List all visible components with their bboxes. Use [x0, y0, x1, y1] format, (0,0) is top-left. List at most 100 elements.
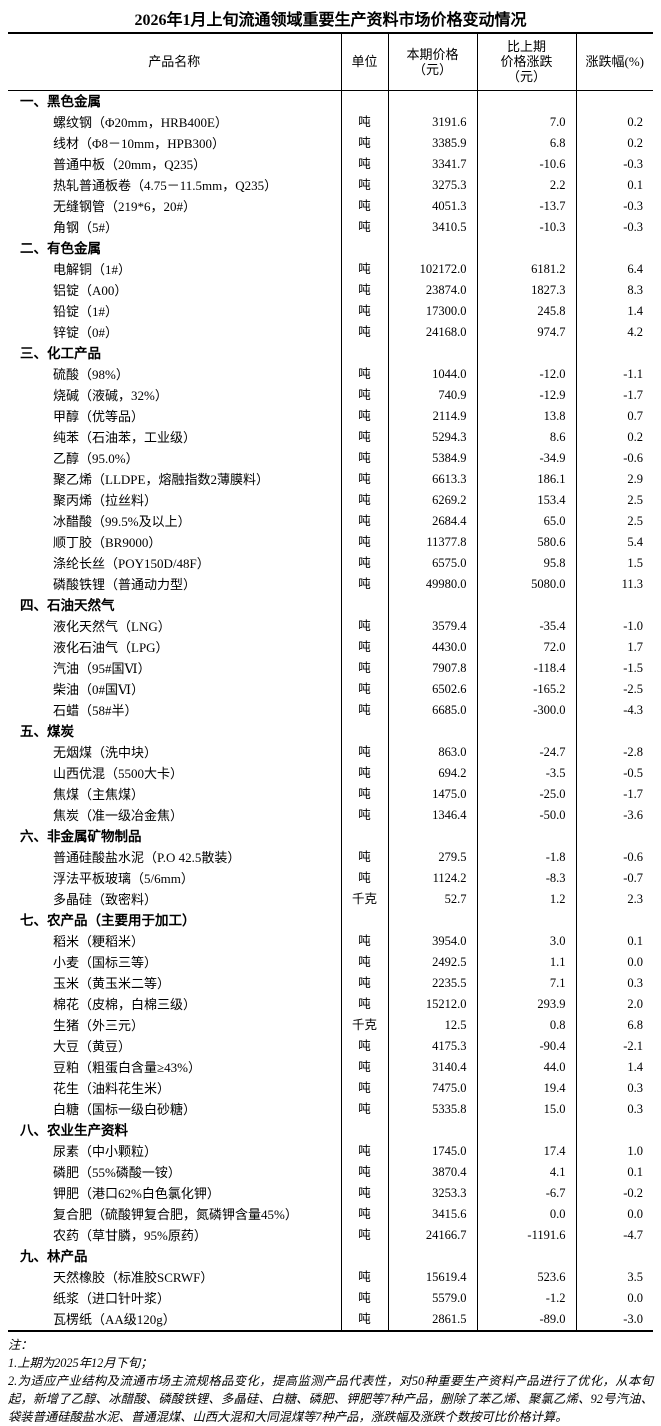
cell-unit: [340, 826, 388, 847]
price-table-container: 产品名称 单位 本期价格 （元） 比上期 价格涨跌 （元） 涨跌幅(%) 一、黑…: [8, 32, 653, 1332]
cell-price-change: 17.4: [476, 1141, 576, 1162]
cell-current-price: 24168.0: [387, 322, 477, 343]
cell-unit: [340, 595, 388, 616]
cell-product-name: 锌锭（0#）: [53, 325, 119, 340]
cell-unit: [340, 90, 388, 112]
cell-change-percent: -3.0: [575, 1309, 653, 1332]
cell-current-price: 3341.7: [387, 154, 477, 175]
table-row: 乙醇（95.0%） 吨 5384.9 -34.9 -0.6: [8, 448, 653, 469]
cell-change-percent: 1.0: [575, 1141, 653, 1162]
cell-unit: 吨: [340, 1078, 388, 1099]
cell-unit: 吨: [340, 1141, 388, 1162]
cell-unit: 吨: [340, 784, 388, 805]
cell-current-price: 6613.3: [387, 469, 477, 490]
cell-current-price: 3410.5: [387, 217, 477, 238]
cell-price-change: -90.4: [476, 1036, 576, 1057]
cell-current-price: 3275.3: [387, 175, 477, 196]
table-row: 白糖（国标一级白砂糖） 吨 5335.8 15.0 0.3: [8, 1099, 653, 1120]
cell-change-percent: -1.7: [575, 385, 653, 406]
table-row: 聚丙烯（拉丝料） 吨 6269.2 153.4 2.5: [8, 490, 653, 511]
current-price-line1: 本期价格: [406, 46, 459, 62]
cell-change-percent: -0.5: [575, 763, 653, 784]
cell-unit: 吨: [340, 154, 388, 175]
cell-current-price: [387, 910, 477, 931]
cell-product-name: 三、化工产品: [20, 346, 101, 361]
cell-current-price: 6502.6: [387, 679, 477, 700]
table-row: 线材（Φ8－10mm，HPB300） 吨 3385.9 6.8 0.2: [8, 133, 653, 154]
cell-price-change: 3.0: [476, 931, 576, 952]
cell-change-percent: -0.6: [575, 448, 653, 469]
cell-current-price: 3870.4: [387, 1162, 477, 1183]
cell-unit: 吨: [340, 742, 388, 763]
cell-product-name: 五、煤炭: [20, 724, 74, 739]
column-header-unit: 单位: [340, 32, 388, 91]
cell-current-price: 1745.0: [387, 1141, 477, 1162]
cell-current-price: 15619.4: [387, 1267, 477, 1288]
cell-unit: 吨: [340, 637, 388, 658]
cell-price-change: 974.7: [476, 322, 576, 343]
cell-unit: 吨: [340, 1267, 388, 1288]
cell-change-percent: 0.0: [575, 952, 653, 973]
table-row: 普通中板（20mm，Q235） 吨 3341.7 -10.6 -0.3: [8, 154, 653, 175]
cell-current-price: 6575.0: [387, 553, 477, 574]
cell-product-name: 聚丙烯（拉丝料）: [53, 493, 158, 508]
table-row: 普通硅酸盐水泥（P.O 42.5散装） 吨 279.5 -1.8 -0.6: [8, 847, 653, 868]
cell-price-change: -6.7: [476, 1183, 576, 1204]
cell-product-name: 玉米（黄玉米二等）: [53, 976, 171, 991]
cell-product-name: 聚乙烯（LLDPE，熔融指数2薄膜料）: [53, 472, 269, 487]
section-row: 八、农业生产资料: [8, 1120, 653, 1141]
cell-product-name: 生猪（外三元）: [53, 1018, 145, 1033]
cell-price-change: [476, 1246, 576, 1267]
cell-price-change: -300.0: [476, 700, 576, 721]
cell-price-change: 19.4: [476, 1078, 576, 1099]
cell-unit: [340, 910, 388, 931]
cell-product-name: 铅锭（1#）: [53, 304, 119, 319]
cell-product-name: 纯苯（石油苯，工业级）: [53, 430, 197, 445]
price-change-line1: 比上期: [506, 39, 546, 54]
table-row: 铅锭（1#） 吨 17300.0 245.8 1.4: [8, 301, 653, 322]
cell-current-price: 6269.2: [387, 490, 477, 511]
cell-current-price: 3191.6: [387, 112, 477, 133]
cell-current-price: [387, 1246, 477, 1267]
cell-product-name: 小麦（国标三等）: [53, 955, 158, 970]
cell-unit: 吨: [340, 994, 388, 1015]
cell-product-name: 花生（油料花生米）: [53, 1081, 171, 1096]
cell-unit: 吨: [340, 1288, 388, 1309]
note-item-2: 2.为适应产业结构及流通市场主流规格品变化，提高监测产品代表性，对50种重要生产…: [8, 1374, 653, 1424]
table-row: 角钢（5#） 吨 3410.5 -10.3 -0.3: [8, 217, 653, 238]
cell-price-change: -3.5: [476, 763, 576, 784]
table-row: 纸浆（进口针叶浆） 吨 5579.0 -1.2 0.0: [8, 1288, 653, 1309]
table-row: 液化石油气（LPG） 吨 4430.0 72.0 1.7: [8, 637, 653, 658]
cell-price-change: 7.1: [476, 973, 576, 994]
cell-change-percent: 0.0: [575, 1288, 653, 1309]
cell-product-name: 焦炭（准一级冶金焦）: [53, 808, 184, 823]
page-title: 2026年1月上旬流通领域重要生产资料市场价格变动情况: [134, 12, 527, 29]
cell-change-percent: 5.4: [575, 532, 653, 553]
cell-change-percent: 0.0: [575, 1204, 653, 1225]
table-row: 尿素（中小颗粒） 吨 1745.0 17.4 1.0: [8, 1141, 653, 1162]
cell-price-change: [476, 1120, 576, 1141]
cell-unit: 吨: [340, 952, 388, 973]
cell-unit: 吨: [340, 448, 388, 469]
cell-change-percent: 0.3: [575, 973, 653, 994]
table-row: 烧碱（液碱，32%） 吨 740.9 -12.9 -1.7: [8, 385, 653, 406]
cell-current-price: 6685.0: [387, 700, 477, 721]
cell-current-price: 2235.5: [387, 973, 477, 994]
cell-product-name: 柴油（0#国Ⅵ）: [53, 682, 145, 697]
cell-current-price: 23874.0: [387, 280, 477, 301]
cell-product-name: 硫酸（98%）: [53, 367, 129, 382]
cell-change-percent: -0.6: [575, 847, 653, 868]
cell-change-percent: 6.8: [575, 1015, 653, 1036]
cell-product-name: 复合肥（硫酸钾复合肥，氮磷钾含量45%）: [53, 1207, 298, 1222]
table-row: 焦炭（准一级冶金焦） 吨 1346.4 -50.0 -3.6: [8, 805, 653, 826]
cell-current-price: 279.5: [387, 847, 477, 868]
cell-price-change: [476, 721, 576, 742]
section-row: 四、石油天然气: [8, 595, 653, 616]
cell-price-change: 7.0: [476, 112, 576, 133]
cell-unit: 千克: [340, 1015, 388, 1036]
cell-change-percent: 1.4: [575, 1057, 653, 1078]
cell-unit: 吨: [340, 280, 388, 301]
cell-product-name: 涤纶长丝（POY150D/48F）: [53, 556, 210, 571]
cell-change-percent: 3.5: [575, 1267, 653, 1288]
cell-current-price: 2114.9: [387, 406, 477, 427]
